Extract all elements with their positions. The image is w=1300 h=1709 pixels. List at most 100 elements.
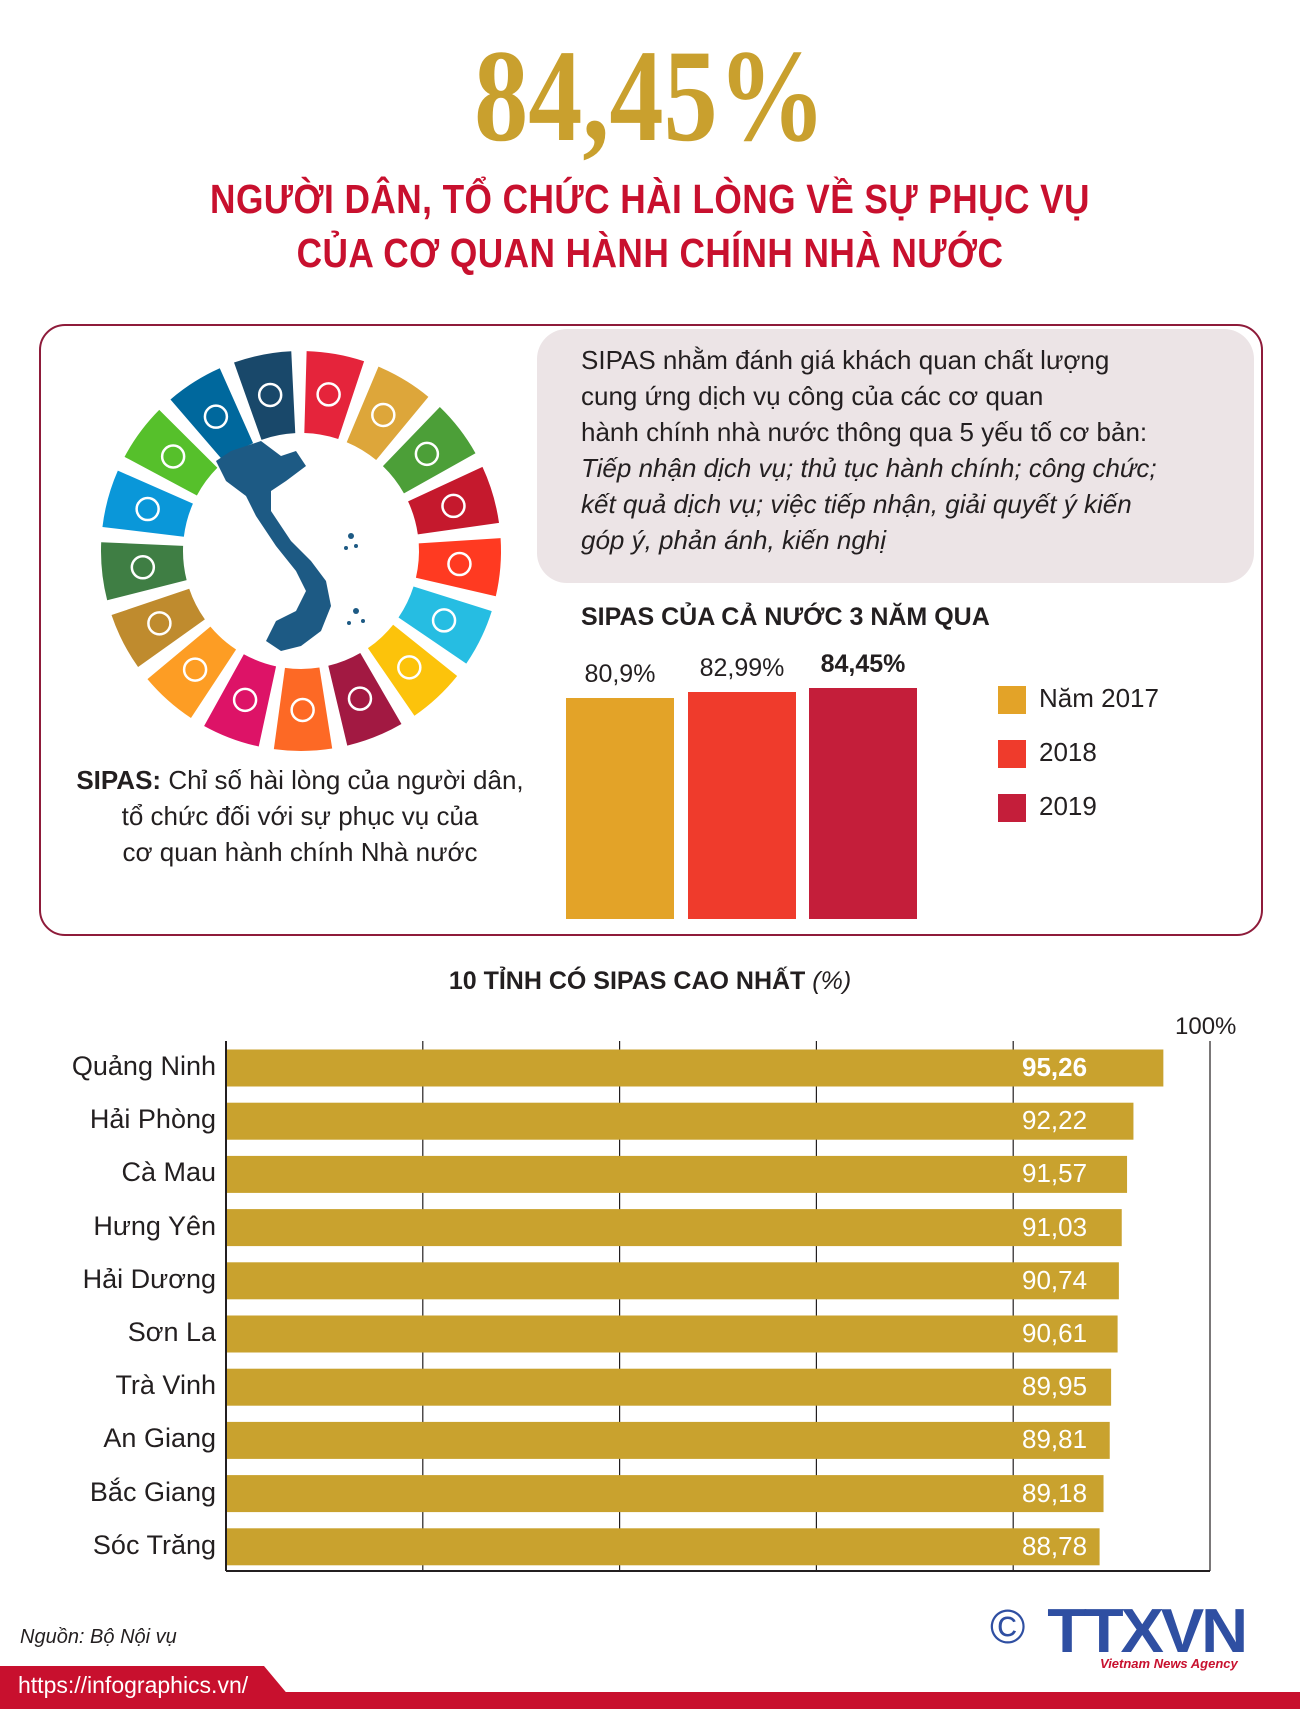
caption-line2: tổ chức đối với sự phục vụ của (121, 801, 479, 831)
national-bar (688, 692, 796, 919)
sdg-goal-5-icon (447, 551, 472, 577)
info-panel (39, 324, 1263, 936)
province-chart-unit: (%) (812, 967, 852, 995)
sdg-goal-17-tile (234, 351, 296, 440)
sdg-goal-9-tile (273, 667, 333, 751)
province-bar (227, 1528, 1100, 1566)
province-name: Cà Mau (121, 1157, 216, 1188)
province-name: Bắc Giang (89, 1476, 216, 1507)
islands-icon (344, 533, 365, 625)
province-name: Sóc Trăng (92, 1529, 216, 1560)
sdg-goal-6-tile (398, 586, 492, 664)
province-value: 89,95 (1022, 1371, 1088, 1402)
sdg-goal-11-tile (147, 626, 237, 719)
sdg-goal-15-tile (124, 409, 218, 496)
province-value: 91,57 (1022, 1158, 1088, 1189)
sdg-goal-2-tile (346, 366, 429, 461)
legend-label: 2019 (1039, 791, 1097, 821)
ttxvn-logo: © TTXVN Vietnam News Agency (990, 1597, 1270, 1671)
national-bar-label: 82,99% (699, 654, 785, 683)
province-value: 91,03 (1022, 1211, 1088, 1242)
sdg-goal-14-icon (135, 496, 160, 522)
sdg-goal-9-icon (290, 697, 315, 723)
province-name: An Giang (103, 1423, 216, 1454)
province-name: Hải Phòng (89, 1104, 216, 1135)
logo-subtitle: Vietnam News Agency (1100, 1656, 1238, 1671)
sdg-goal-7-icon (397, 655, 422, 680)
national-bar (809, 688, 917, 919)
province-value: 90,61 (1022, 1318, 1088, 1348)
copyright-icon: © (990, 1601, 1026, 1654)
sdg-wheel (101, 351, 501, 751)
website-link[interactable]: https://infographics.vn/ (18, 1672, 249, 1698)
caption-line1: Chỉ số hài lòng của người dân, (161, 765, 524, 795)
sdg-goal-1-tile (304, 351, 365, 440)
sdg-goal-16-tile (170, 368, 254, 462)
province-bar (227, 1315, 1118, 1353)
sdg-goal-17-icon (257, 382, 283, 408)
province-bar (227, 1475, 1104, 1513)
province-bar (227, 1209, 1122, 1247)
footer-tab (0, 1666, 300, 1709)
sdg-goal-8-icon (347, 686, 373, 711)
description-italic-line: Tiếp nhận dịch vụ; thủ tục hành chính; c… (581, 453, 1157, 483)
national-bar-label: 80,9% (584, 660, 656, 689)
sdg-goal-1-icon (316, 382, 341, 407)
sdg-goal-16-icon (203, 404, 229, 429)
description-line: hành chính nhà nước thông qua 5 yếu tố c… (581, 417, 1148, 447)
legend-swatch (998, 740, 1026, 768)
province-value: 89,81 (1022, 1424, 1088, 1455)
logo-text: TTXVN (1047, 1597, 1248, 1666)
sdg-goal-11-icon (182, 657, 208, 682)
headline-percentage: 84,45% (474, 22, 826, 169)
sdg-goal-13-tile (101, 542, 187, 601)
legend-label: Năm 2017 (1039, 683, 1159, 713)
province-value: 88,78 (1022, 1530, 1088, 1561)
province-name: Quảng Ninh (71, 1051, 216, 1081)
province-name: Hải Dương (82, 1263, 216, 1294)
sdg-goal-5-tile (415, 538, 501, 597)
province-name: Sơn La (127, 1317, 216, 1347)
legend-swatch (998, 686, 1026, 714)
province-chart-title-text: 10 TỈNH CÓ SIPAS CAO NHẤT (448, 967, 806, 995)
description-line: SIPAS nhằm đánh giá khách quan chất lượn… (581, 345, 1110, 375)
sdg-goal-2-icon (371, 402, 396, 428)
national-chart-title: SIPAS CỦA CẢ NƯỚC 3 NĂM QUA (581, 603, 990, 631)
description-line: cung ứng dịch vụ công của các cơ quan (581, 381, 1044, 411)
national-bar-label: 84,45% (820, 650, 906, 679)
vietnam-map-icon (216, 441, 331, 651)
footer-band (0, 1692, 1300, 1709)
sdg-goal-10-icon (232, 687, 258, 713)
province-bar (227, 1421, 1110, 1459)
sdg-goal-3-icon (414, 441, 440, 467)
province-bar (227, 1368, 1112, 1406)
headline-title-line1: NGƯỜI DÂN, TỔ CHỨC HÀI LÒNG VỀ SỰ PHỤC V… (210, 176, 1090, 222)
sdg-goal-6-icon (431, 608, 457, 633)
description-italic-line: góp ý, phản ánh, kiến nghị (581, 525, 887, 555)
province-bar-chart (225, 1041, 1211, 1572)
province-value: 92,22 (1022, 1105, 1088, 1136)
province-value: 89,18 (1022, 1477, 1088, 1508)
legend-swatch (998, 794, 1026, 822)
province-value: 90,74 (1022, 1264, 1088, 1295)
sdg-goal-14-tile (102, 470, 193, 537)
sdg-goal-3-tile (382, 407, 476, 494)
legend-label: 2018 (1039, 737, 1097, 767)
source-note: Nguồn: Bộ Nội vụ (20, 1626, 177, 1648)
sdg-goal-4-tile (408, 466, 500, 535)
national-bar (566, 698, 674, 919)
province-bar (227, 1049, 1164, 1087)
sdg-goal-13-icon (130, 555, 156, 580)
description-box (537, 329, 1254, 583)
axis-max-label: 100% (1175, 1013, 1237, 1040)
province-bar (227, 1262, 1119, 1300)
sdg-goal-7-tile (367, 624, 458, 716)
sdg-goal-12-tile (111, 588, 205, 667)
caption-line3: cơ quan hành chính Nhà nước (122, 837, 478, 867)
province-name: Hưng Yên (93, 1210, 216, 1241)
province-name: Trà Vinh (115, 1370, 216, 1401)
sdg-goal-12-icon (147, 611, 172, 636)
sdg-goal-15-icon (160, 444, 186, 469)
sdg-goal-4-icon (441, 493, 466, 519)
description-italic-line: kết quả dịch vụ; việc tiếp nhận, giải qu… (581, 489, 1132, 519)
